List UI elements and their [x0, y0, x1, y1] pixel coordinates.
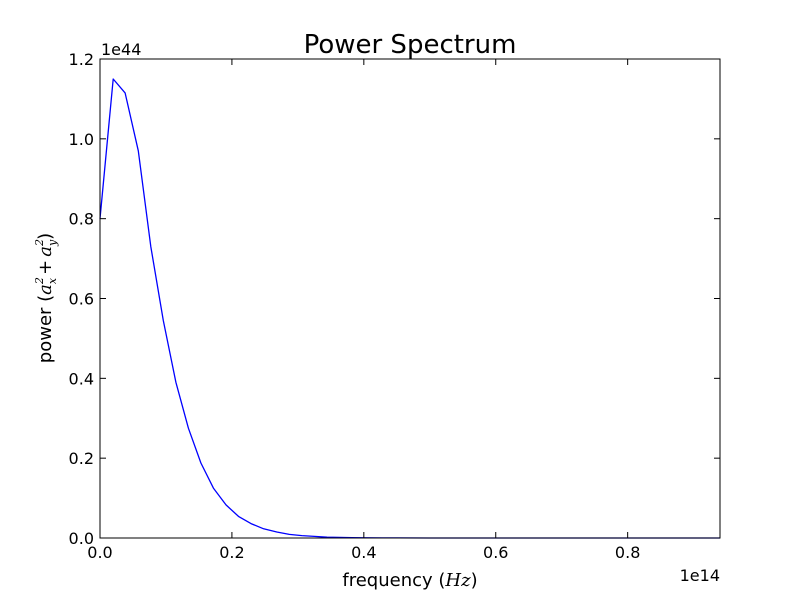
x-axis-label: frequency (Hz): [342, 570, 477, 591]
y-tick-label: 1.0: [69, 130, 94, 149]
x-offset-label: 1e14: [680, 566, 720, 585]
y-tick-label: 0.6: [69, 290, 94, 309]
x-tick-label: 0.2: [219, 543, 244, 562]
y-tick-label: 0.8: [69, 210, 94, 229]
y-axis-label: power (a2x+a2y): [33, 233, 59, 363]
axes-frame: [99, 58, 721, 539]
x-tick-label: 0.8: [615, 543, 640, 562]
y-tick-label: 0.2: [69, 449, 94, 468]
x-tick-label: 0.6: [483, 543, 508, 562]
x-tick-label: 0.0: [87, 543, 112, 562]
y-tick-label: 1.2: [69, 50, 94, 69]
y-tick-label: 0.0: [69, 529, 94, 548]
power-series-line: [99, 78, 720, 539]
y-tick-label: 0.4: [69, 369, 94, 388]
y-offset-label: 1e44: [101, 40, 141, 59]
x-tick-label: 0.4: [351, 543, 376, 562]
chart-title: Power Spectrum: [304, 30, 517, 60]
